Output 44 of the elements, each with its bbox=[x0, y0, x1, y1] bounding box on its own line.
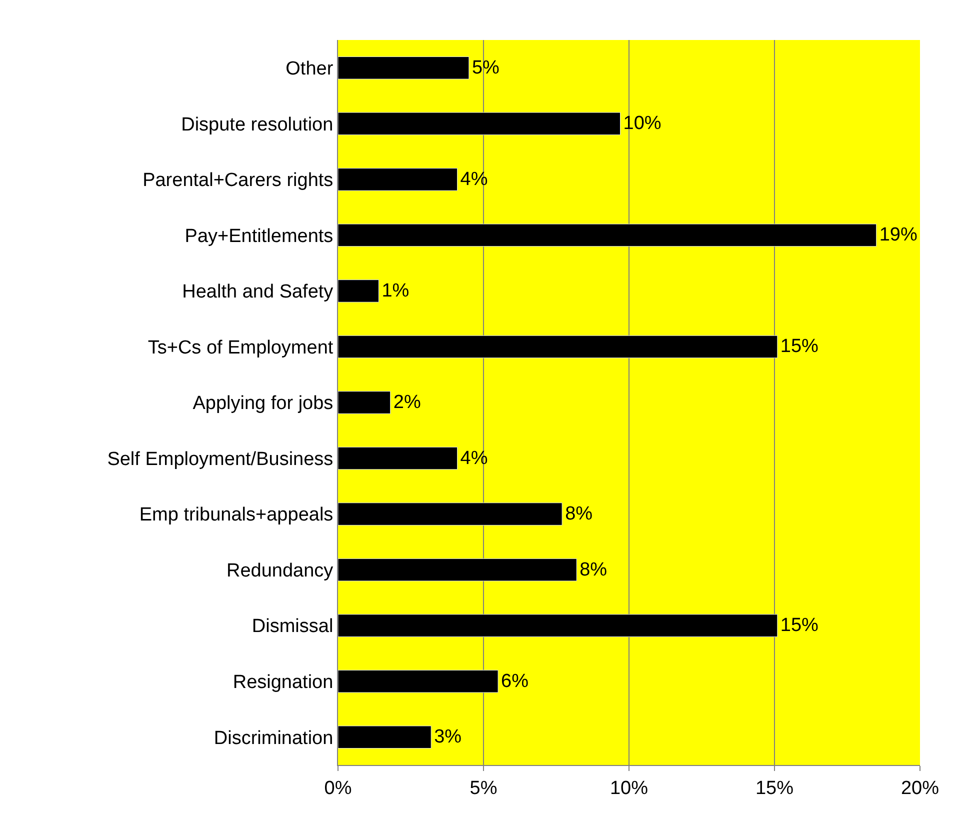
y-tick-label: Dismissal bbox=[252, 616, 334, 638]
data-label: 19% bbox=[879, 224, 918, 246]
data-label: 5% bbox=[472, 57, 500, 78]
y-tick-label: Ts+Cs of Employment bbox=[148, 337, 334, 358]
data-label: 4% bbox=[460, 168, 488, 190]
data-label: 6% bbox=[501, 670, 529, 692]
x-tick-label: 10% bbox=[610, 778, 648, 799]
bar bbox=[338, 614, 778, 637]
bar bbox=[338, 335, 778, 358]
x-tick-label: 20% bbox=[900, 778, 940, 799]
x-tick-label: 15% bbox=[755, 778, 794, 799]
bar bbox=[338, 391, 391, 414]
bar bbox=[338, 446, 458, 470]
bar bbox=[338, 56, 470, 80]
data-label: 1% bbox=[382, 280, 410, 302]
y-tick-label: Other bbox=[286, 58, 334, 80]
data-label: 3% bbox=[434, 726, 462, 748]
data-label: 4% bbox=[460, 448, 488, 469]
bar bbox=[338, 112, 621, 136]
y-tick-label: Parental+Carers rights bbox=[142, 170, 334, 192]
data-label: 2% bbox=[393, 392, 421, 413]
y-tick-label: Applying for jobs bbox=[192, 393, 334, 414]
bar bbox=[338, 502, 562, 526]
bar bbox=[338, 280, 379, 302]
bar bbox=[338, 168, 458, 191]
x-tick-label: 5% bbox=[470, 778, 498, 799]
x-tick-label: 0% bbox=[324, 778, 352, 799]
data-label: 15% bbox=[780, 615, 819, 636]
bar bbox=[338, 224, 877, 247]
data-label: 8% bbox=[580, 559, 608, 580]
bar bbox=[338, 670, 498, 693]
y-tick-label: Pay+Entitlements bbox=[184, 226, 334, 247]
data-label: 10% bbox=[623, 113, 662, 134]
y-tick-label: Resignation bbox=[232, 672, 334, 693]
data-label: 8% bbox=[565, 504, 593, 525]
y-tick-label: Discrimination bbox=[214, 728, 334, 749]
y-tick-label: Self Employment/Business bbox=[107, 448, 334, 470]
y-tick-label: Emp tribunals+appeals bbox=[139, 504, 334, 526]
y-tick-label: Redundancy bbox=[226, 560, 334, 582]
y-tick-label: Dispute resolution bbox=[181, 114, 334, 136]
y-tick-label: Health and Safety bbox=[182, 282, 334, 303]
bar bbox=[338, 558, 577, 582]
data-label: 15% bbox=[780, 336, 819, 358]
bar bbox=[338, 726, 432, 749]
